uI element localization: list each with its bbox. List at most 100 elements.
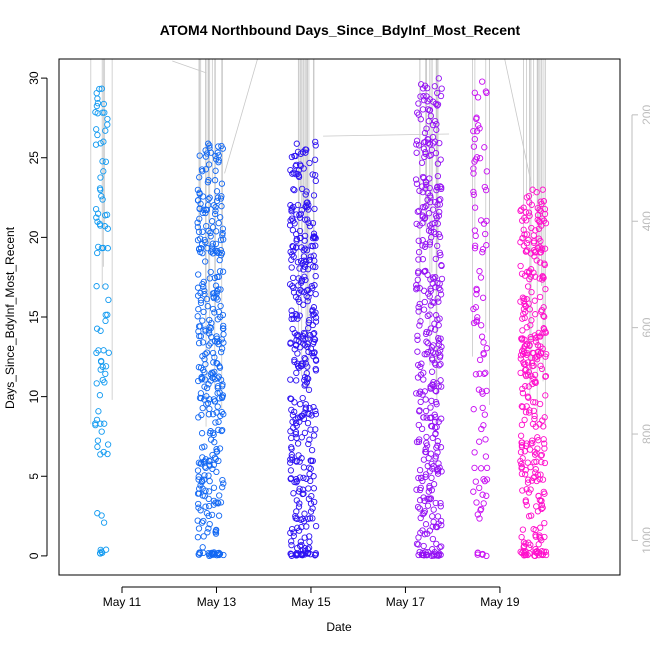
data-point bbox=[413, 141, 420, 148]
data-point bbox=[297, 538, 304, 545]
data-point bbox=[306, 405, 313, 412]
data-point bbox=[537, 362, 544, 369]
data-point bbox=[309, 171, 316, 178]
data-point bbox=[541, 533, 548, 541]
data-point bbox=[415, 551, 422, 559]
data-point bbox=[420, 306, 428, 313]
data-point bbox=[310, 432, 318, 439]
data-point bbox=[302, 356, 309, 363]
data-point bbox=[414, 269, 422, 277]
data-point bbox=[293, 235, 301, 243]
data-point bbox=[310, 473, 317, 480]
data-point bbox=[477, 274, 485, 281]
data-point bbox=[476, 356, 484, 364]
data-point bbox=[293, 231, 300, 238]
data-point bbox=[210, 359, 217, 366]
data-point bbox=[525, 513, 533, 520]
data-point bbox=[288, 256, 295, 263]
data-point bbox=[212, 167, 219, 174]
data-point bbox=[101, 420, 108, 427]
data-point bbox=[195, 476, 202, 483]
data-point bbox=[477, 505, 485, 513]
data-point bbox=[422, 267, 429, 275]
data-point bbox=[95, 347, 102, 354]
data-point bbox=[431, 83, 438, 90]
data-point bbox=[312, 290, 319, 298]
data-point bbox=[206, 142, 213, 149]
data-point bbox=[426, 238, 434, 246]
data-point bbox=[426, 527, 434, 534]
data-point bbox=[424, 135, 431, 143]
data-point bbox=[202, 361, 209, 368]
data-point bbox=[432, 273, 439, 281]
data-point bbox=[217, 348, 225, 356]
data-point bbox=[435, 460, 442, 467]
data-point bbox=[296, 214, 304, 221]
data-point bbox=[195, 197, 202, 204]
data-point bbox=[538, 222, 545, 229]
data-point bbox=[296, 312, 303, 319]
data-point bbox=[526, 407, 533, 414]
data-point bbox=[521, 416, 528, 424]
data-point bbox=[299, 486, 307, 493]
data-point bbox=[538, 245, 545, 252]
data-point bbox=[296, 227, 304, 235]
data-point bbox=[479, 78, 486, 85]
data-point bbox=[301, 510, 308, 517]
data-point bbox=[209, 290, 217, 297]
data-point bbox=[419, 477, 426, 485]
data-point bbox=[531, 412, 538, 420]
data-point bbox=[305, 485, 312, 492]
data-point bbox=[102, 158, 110, 165]
data-point bbox=[421, 204, 428, 211]
data-point bbox=[312, 318, 320, 325]
x-tick-label: May 11 bbox=[103, 595, 142, 609]
data-point bbox=[422, 551, 430, 558]
data-point bbox=[430, 518, 437, 526]
data-point bbox=[480, 422, 487, 429]
data-point bbox=[532, 548, 539, 556]
data-point bbox=[94, 249, 101, 257]
data-point bbox=[306, 436, 313, 443]
data-point bbox=[293, 377, 300, 384]
data-point bbox=[296, 500, 303, 507]
data-point bbox=[482, 230, 489, 238]
data-point bbox=[433, 523, 440, 530]
data-point bbox=[433, 388, 440, 395]
data-point bbox=[215, 152, 222, 159]
data-point bbox=[436, 315, 443, 322]
data-point bbox=[424, 502, 432, 509]
data-point bbox=[293, 336, 300, 344]
data-point bbox=[471, 135, 478, 143]
data-point bbox=[312, 411, 320, 418]
data-point bbox=[541, 445, 548, 452]
data-point bbox=[479, 246, 487, 253]
data-point bbox=[415, 256, 422, 263]
data-point bbox=[305, 294, 312, 301]
data-point bbox=[438, 262, 445, 269]
data-point bbox=[435, 75, 442, 82]
data-point bbox=[296, 474, 304, 481]
data-point bbox=[523, 231, 531, 238]
data-point bbox=[216, 492, 223, 499]
data-point bbox=[211, 309, 218, 316]
data-point bbox=[302, 401, 309, 408]
data-point bbox=[518, 443, 526, 450]
data-point bbox=[527, 336, 534, 343]
data-point bbox=[432, 312, 440, 319]
data-point bbox=[427, 325, 435, 332]
data-point bbox=[421, 388, 428, 395]
data-point bbox=[528, 201, 535, 208]
right-tick-label: 200 bbox=[640, 105, 650, 125]
data-point bbox=[312, 365, 319, 373]
data-point bbox=[419, 237, 426, 244]
data-point bbox=[524, 283, 532, 290]
data-point bbox=[208, 319, 215, 327]
data-point bbox=[480, 350, 487, 357]
data-point bbox=[421, 153, 428, 161]
data-point bbox=[424, 312, 431, 320]
data-point bbox=[519, 403, 526, 411]
data-point bbox=[206, 430, 214, 437]
data-point bbox=[213, 468, 220, 476]
data-point bbox=[534, 216, 541, 223]
